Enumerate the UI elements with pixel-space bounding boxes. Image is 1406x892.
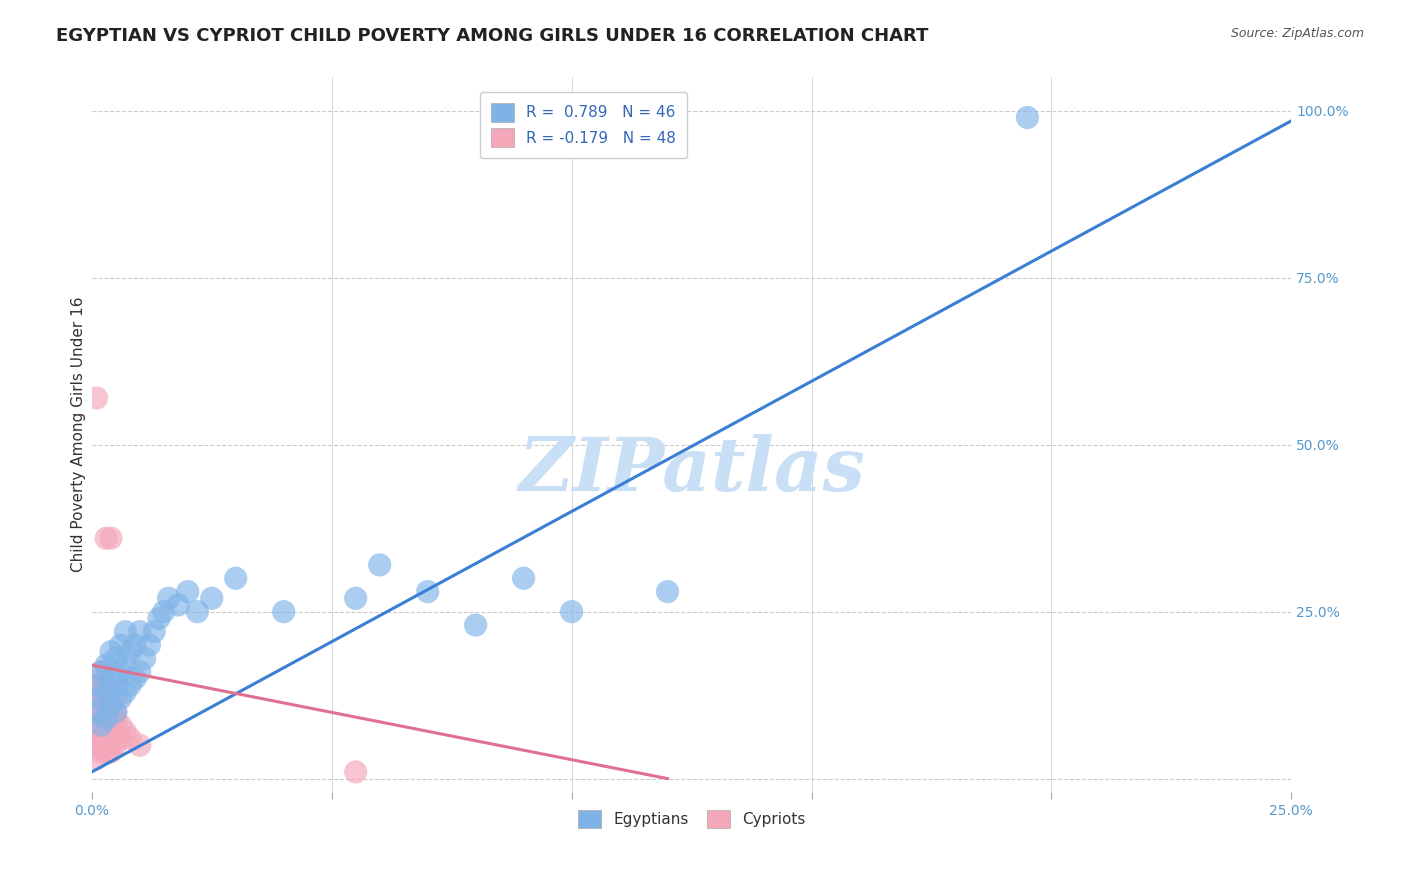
Point [96, 691, 118, 706]
Point [512, 571, 534, 585]
Point [100, 711, 122, 725]
Point [128, 624, 150, 639]
Point [96, 738, 118, 752]
Point [110, 718, 132, 732]
Point [104, 678, 127, 692]
Point [120, 678, 142, 692]
Point [104, 738, 127, 752]
Point [90, 691, 112, 706]
Point [152, 605, 174, 619]
Point [114, 724, 136, 739]
Point [96, 711, 118, 725]
Text: ZIPatlas: ZIPatlas [519, 434, 865, 507]
Point [90, 745, 112, 759]
Point [90, 718, 112, 732]
Point [90, 724, 112, 739]
Point [138, 638, 160, 652]
Point [143, 624, 166, 639]
Point [186, 605, 208, 619]
Point [96, 711, 118, 725]
Point [86, 705, 108, 719]
Point [128, 738, 150, 752]
Legend: Egyptians, Cypriots: Egyptians, Cypriots [572, 804, 811, 834]
Text: EGYPTIAN VS CYPRIOT CHILD POVERTY AMONG GIRLS UNDER 16 CORRELATION CHART: EGYPTIAN VS CYPRIOT CHILD POVERTY AMONG … [56, 27, 928, 45]
Point [86, 678, 108, 692]
Point [90, 665, 112, 679]
Point [177, 584, 200, 599]
Point [96, 745, 118, 759]
Point [96, 718, 118, 732]
Point [86, 678, 108, 692]
Point [104, 711, 127, 725]
Point [90, 705, 112, 719]
Point [86, 731, 108, 746]
Point [90, 678, 112, 692]
Point [201, 591, 224, 606]
Point [90, 691, 112, 706]
Point [124, 638, 146, 652]
Point [100, 645, 122, 659]
Text: Source: ZipAtlas.com: Source: ZipAtlas.com [1230, 27, 1364, 40]
Point [86, 698, 108, 713]
Point [86, 691, 108, 706]
Point [90, 698, 112, 713]
Point [104, 691, 127, 706]
Point [464, 618, 486, 632]
Point [86, 751, 108, 765]
Point [124, 672, 146, 686]
Point [114, 624, 136, 639]
Point [100, 698, 122, 713]
Point [90, 665, 112, 679]
Point [100, 745, 122, 759]
Point [86, 705, 108, 719]
Point [368, 558, 391, 572]
Point [128, 665, 150, 679]
Point [86, 724, 108, 739]
Point [167, 598, 190, 612]
Point [86, 718, 108, 732]
Point [416, 584, 439, 599]
Point [100, 738, 122, 752]
Point [657, 584, 679, 599]
Y-axis label: Child Poverty Among Girls Under 16: Child Poverty Among Girls Under 16 [72, 297, 86, 573]
Point [100, 698, 122, 713]
Point [273, 605, 295, 619]
Point [134, 651, 156, 665]
Point [110, 665, 132, 679]
Point [96, 531, 118, 545]
Point [110, 691, 132, 706]
Point [114, 685, 136, 699]
Point [100, 718, 122, 732]
Point [120, 645, 142, 659]
Point [86, 711, 108, 725]
Point [86, 738, 108, 752]
Point [104, 705, 127, 719]
Point [561, 605, 583, 619]
Point [96, 658, 118, 673]
Point [100, 672, 122, 686]
Point [344, 591, 367, 606]
Point [148, 611, 170, 625]
Point [344, 764, 367, 779]
Point [96, 685, 118, 699]
Point [104, 724, 127, 739]
Point [114, 658, 136, 673]
Point [96, 698, 118, 713]
Point [96, 731, 118, 746]
Point [1017, 111, 1039, 125]
Point [100, 531, 122, 545]
Point [110, 731, 132, 746]
Point [90, 711, 112, 725]
Point [157, 591, 180, 606]
Point [96, 705, 118, 719]
Point [104, 705, 127, 719]
Point [120, 731, 142, 746]
Point [90, 731, 112, 746]
Point [96, 678, 118, 692]
Point [110, 638, 132, 652]
Point [104, 651, 127, 665]
Point [86, 391, 108, 405]
Point [225, 571, 247, 585]
Point [100, 724, 122, 739]
